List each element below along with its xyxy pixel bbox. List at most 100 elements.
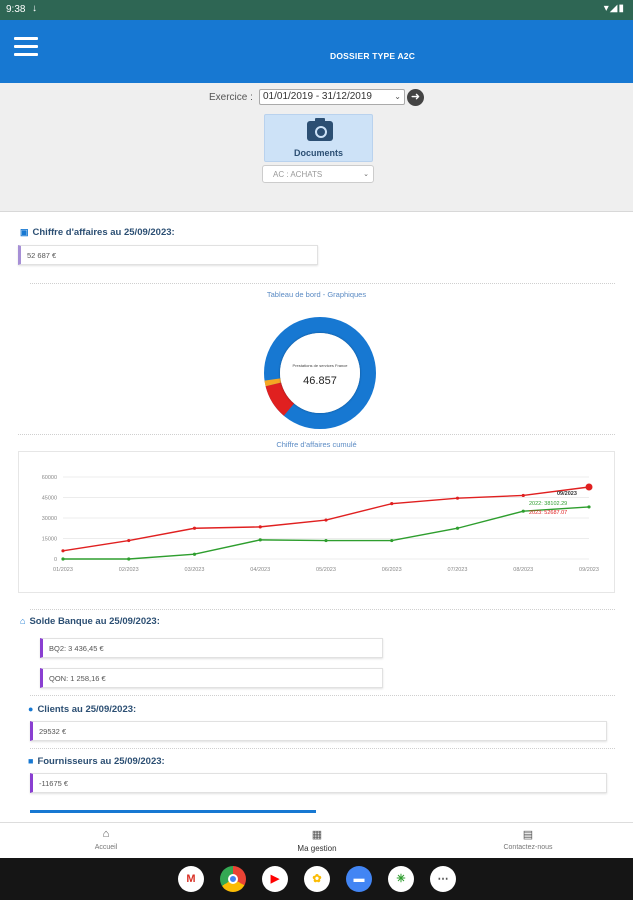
suppliers-value-box: -11675 € bbox=[30, 773, 607, 793]
data-point bbox=[587, 505, 591, 509]
donut-value: 46.857 bbox=[303, 375, 337, 387]
bank-account-value: QON: 1 258,16 € bbox=[49, 674, 106, 683]
gmail-icon[interactable]: M bbox=[178, 866, 204, 892]
go-arrow-button[interactable]: ➜ bbox=[407, 89, 424, 106]
chevron-down-icon: ⌄ bbox=[363, 171, 369, 178]
bank-icon: ⌂ bbox=[20, 616, 26, 626]
data-point bbox=[390, 502, 394, 506]
x-tick-label: 01/2023 bbox=[53, 567, 73, 573]
calculator-icon: ▦ bbox=[311, 829, 323, 841]
download-icon: ↓ bbox=[32, 3, 37, 14]
clients-title: ● Clients au 25/09/2023: bbox=[28, 704, 136, 715]
suppliers-title-text: Fournisseurs au 25/09/2023: bbox=[37, 756, 165, 767]
tooltip-line-2022: 2022: 38102.29 bbox=[529, 501, 567, 507]
donut-chart[interactable]: Prestations de services France 46.857 bbox=[264, 317, 376, 429]
messages-icon[interactable]: ▬ bbox=[346, 866, 372, 892]
status-bar: 9:38 ↓ ▾◢▮ bbox=[0, 0, 633, 20]
data-point bbox=[521, 493, 525, 498]
y-tick-label: 0 bbox=[54, 557, 57, 563]
divider bbox=[30, 283, 615, 284]
documents-button[interactable]: Documents bbox=[264, 114, 373, 162]
data-point bbox=[258, 538, 262, 542]
clients-value-box: 29532 € bbox=[30, 721, 607, 741]
dashboard-caption: Tableau de bord - Graphiques bbox=[266, 290, 367, 299]
y-tick-label: 60000 bbox=[42, 475, 57, 481]
clients-title-text: Clients au 25/09/2023: bbox=[37, 704, 137, 715]
chevron-down-icon: ⌄ bbox=[394, 92, 401, 101]
journal-select[interactable]: AC : ACHATS ⌄ bbox=[262, 165, 374, 183]
donut-segment-blue bbox=[264, 317, 376, 429]
exercise-select[interactable]: 01/01/2019 - 31/12/2019 ⌄ bbox=[259, 89, 405, 105]
revenue-value: 52 687 € bbox=[27, 251, 57, 260]
suppliers-title: ■ Fournisseurs au 25/09/2023: bbox=[28, 756, 165, 767]
x-tick-label: 06/2023 bbox=[382, 567, 402, 573]
youtube-icon[interactable]: ▶ bbox=[262, 866, 288, 892]
data-point bbox=[192, 552, 197, 556]
exercise-select-value: 01/01/2019 - 31/12/2019 bbox=[263, 91, 372, 102]
chrome-icon[interactable] bbox=[220, 866, 246, 892]
menu-icon[interactable] bbox=[14, 37, 38, 59]
clients-value: 29532 € bbox=[39, 727, 67, 736]
nav-management[interactable]: ▦ Ma gestion bbox=[257, 823, 377, 859]
app-drawer-icon[interactable]: ⋯ bbox=[430, 866, 456, 892]
camera-icon bbox=[307, 118, 333, 141]
data-point bbox=[127, 538, 131, 543]
journal-select-value: AC : ACHATS bbox=[273, 170, 323, 179]
nav-contact-label: Contactez-nous bbox=[503, 844, 553, 851]
divider bbox=[18, 434, 615, 435]
series-line-2022 bbox=[63, 506, 590, 560]
app-title: DOSSIER TYPE A2C bbox=[330, 51, 416, 61]
briefcase-icon: ▣ bbox=[20, 227, 29, 237]
nav-management-label: Ma gestion bbox=[297, 844, 337, 853]
x-tick-label: 05/2023 bbox=[316, 567, 336, 573]
nav-home-label: Accueil bbox=[94, 844, 118, 851]
x-tick-label: 08/2023 bbox=[513, 567, 533, 573]
exercise-label: Exercice : bbox=[209, 92, 253, 103]
bank-title: ⌂ Solde Banque au 25/09/2023: bbox=[20, 616, 160, 627]
home-icon: ⌂ bbox=[102, 828, 110, 840]
contact-card-icon: ▤ bbox=[522, 829, 534, 841]
divider bbox=[30, 695, 615, 696]
tooltip-title: 09/2023 bbox=[557, 491, 577, 497]
revenue-title-text: Chiffre d'affaires au 25/09/2023: bbox=[32, 227, 175, 238]
data-point bbox=[455, 496, 460, 500]
tooltip-line-2023: 2023: 52687.07 bbox=[529, 510, 567, 516]
dashboard-content[interactable]: ▣ Chiffre d'affaires au 25/09/2023: 52 68… bbox=[0, 212, 633, 822]
system-taskbar: M ▶ ✿ ▬ ✳ ⋯ bbox=[0, 858, 633, 900]
x-tick-label: 04/2023 bbox=[250, 567, 270, 573]
x-tick-label: 07/2023 bbox=[448, 567, 468, 573]
donut-caption: Prestations de services France bbox=[292, 363, 348, 368]
donut-ring bbox=[264, 317, 376, 429]
data-point bbox=[61, 549, 65, 553]
photos-icon[interactable]: ✿ bbox=[304, 866, 330, 892]
x-tick-label: 03/2023 bbox=[185, 567, 205, 573]
divider bbox=[30, 609, 615, 610]
bottom-navigation: ⌂ Accueil ▦ Ma gestion ▤ Contactez-nous bbox=[0, 822, 633, 858]
x-tick-label: 09/2023 bbox=[579, 567, 599, 573]
data-point bbox=[324, 538, 328, 543]
wifi-signal-battery-icons: ▾◢▮ bbox=[603, 3, 625, 14]
data-point bbox=[455, 526, 460, 530]
revenue-value-box: 52 687 € bbox=[18, 245, 318, 265]
data-point bbox=[258, 525, 262, 529]
nav-home[interactable]: ⌂ Accueil bbox=[46, 823, 166, 859]
line-chart-svg: 0 15000 30000 45000 60000 01/2023 02/2023 03/20… bbox=[42, 475, 599, 573]
data-point bbox=[61, 557, 65, 561]
data-point bbox=[521, 509, 525, 513]
bank-account-row: BQ2: 3 436,45 € bbox=[40, 638, 383, 658]
bank-account-row: QON: 1 258,16 € bbox=[40, 668, 383, 688]
nav-contact[interactable]: ▤ Contactez-nous bbox=[468, 823, 588, 859]
donut-center: Prestations de services France 46.857 bbox=[280, 333, 360, 413]
data-point bbox=[390, 538, 394, 543]
x-tick-label: 02/2023 bbox=[119, 567, 139, 573]
user-icon: ● bbox=[28, 704, 34, 714]
documents-label: Documents bbox=[293, 148, 343, 158]
data-point bbox=[585, 483, 593, 491]
status-time: 9:38 bbox=[6, 4, 26, 15]
bank-account-value: BQ2: 3 436,45 € bbox=[49, 644, 104, 653]
divider bbox=[30, 748, 615, 749]
filter-panel: Exercice : 01/01/2019 - 31/12/2019 ⌄ ➜ D… bbox=[0, 83, 633, 212]
data-point bbox=[192, 526, 197, 530]
cumulative-line-chart[interactable]: 0 15000 30000 45000 60000 01/2023 02/2023 03/20… bbox=[18, 451, 615, 593]
app-logo-icon[interactable]: ✳ bbox=[388, 866, 414, 892]
